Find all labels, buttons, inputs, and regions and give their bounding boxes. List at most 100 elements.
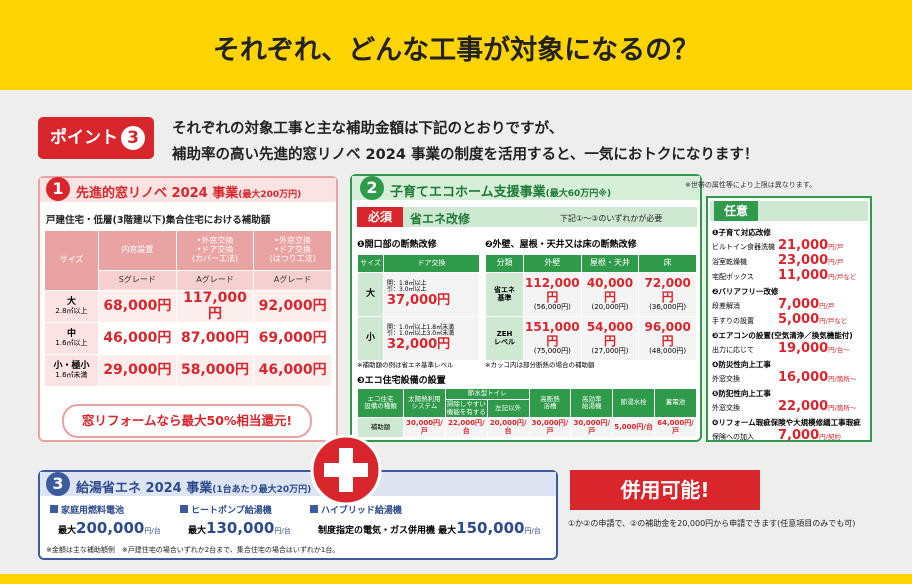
col-header: 蓄電池: [654, 388, 697, 418]
item-amount: 130,000: [206, 519, 275, 537]
section1-title: 先進的窓リノベ 2024 事業(最大200万円): [76, 182, 301, 201]
amount: 5,000円/台: [612, 417, 656, 438]
item-amount: 23,000: [778, 253, 829, 268]
item-amount: 11,000: [778, 268, 829, 283]
size-range: 2.8㎡以上: [55, 306, 88, 315]
amount: 151,000円: [525, 320, 580, 348]
amount: 92,000円: [253, 290, 332, 323]
note: ※カッコ内は部分断熱の場合の補助額: [485, 361, 595, 369]
section1-table: サイズ 内窓設置 •外窓交換 •ドア交換 (カバー工法) •外窓交換 •ドア交換 (は…: [44, 230, 332, 387]
amount: 30,000円/戸: [403, 417, 446, 438]
col-header: 床: [638, 254, 697, 273]
required-badge: 必須: [357, 207, 403, 227]
size-range: 1.6㎡以上: [55, 338, 88, 347]
item-unit: 円/戸など: [819, 317, 848, 325]
subsection-title: ❶開口部の断熱改修: [357, 240, 437, 250]
item-name: 浴室乾燥機: [712, 258, 747, 266]
section2-title: 子育てエコホーム支援事業(最大60万円※): [390, 181, 611, 200]
section1-subtitle: 戸建住宅・低層(3階建以下)集合住宅における補助額: [46, 215, 271, 226]
item-unit: 円/台: [274, 527, 291, 535]
title-max: (最大200万円): [238, 190, 302, 200]
amount: 64,000円/戸: [654, 417, 697, 438]
item-amount: 21,000: [778, 238, 829, 253]
item-name: ビルトイン食器洗機: [712, 243, 775, 251]
item-amount-row: 制度指定の電気・ガス併用機 最大150,000円/台: [318, 518, 541, 537]
badge-text: ポイント: [50, 128, 118, 148]
class: 省エネ 基準: [485, 272, 524, 317]
data-row: 小・極小 1.6㎡未満 29,000円 58,000円 46,000円: [44, 354, 332, 387]
partial-amount: (56,000円): [533, 302, 571, 311]
item-unit: 円/戸: [828, 243, 844, 251]
header-row: エコ住宅 設備の種類 太陽熱利用 システム 節水型トイレ 高断熱 浴槽 高効率 給湯機節…: [357, 388, 697, 418]
amount-row: 補助額 30,000円/戸 22,000円/台 20,000円/台 30,000円/戸 3…: [357, 417, 697, 438]
amount: 20,000円/台: [486, 417, 530, 438]
col-header: 外壁: [523, 254, 582, 273]
item-unit: 円/戸: [819, 302, 835, 310]
item-name: 宅配ボックス: [712, 273, 754, 281]
intro-line: それぞれの対象工事と主な補助金額は下記のとおりですが、: [172, 121, 564, 137]
item-name: 出力に応じて: [712, 346, 754, 354]
header-row: サイズ ドア交換: [357, 254, 480, 273]
section2-header: [352, 176, 700, 200]
item-name: 保険への加入: [712, 433, 754, 441]
item-unit: 円/台: [524, 527, 541, 535]
combo-label: 併用可能!: [570, 470, 760, 510]
amount: 68,000円: [98, 290, 177, 323]
optional-item: 段差解消 7,000 円/戸: [712, 297, 870, 312]
item-marker: [50, 505, 58, 513]
point-badge: ポイント 3: [38, 117, 154, 159]
amount: 40,000円: [586, 276, 634, 304]
item-name-text: ハイブリッド給湯機: [321, 506, 402, 516]
col-header: •外窓交換 •ドア交換 (カバー工法): [175, 230, 255, 271]
cell: 開：1.0㎡以上1.8㎡未満 引：1.0㎡以上3.0㎡未満 32,000円: [383, 316, 480, 361]
amount: 30,000円/戸: [528, 417, 572, 438]
section3-title: 給湯省エネ 2024 事業(1台あたり最大20万円): [76, 477, 311, 496]
note: ※補助額の例は省エネ基準レベル: [357, 361, 454, 369]
size-cell: 小・極小 1.6㎡未満: [44, 354, 99, 387]
size: 小・極小: [53, 360, 90, 371]
amount-header: 補助額: [357, 417, 404, 438]
section3-number: 3: [46, 472, 70, 496]
col-header: 節湯水栓: [612, 388, 656, 418]
partial-amount: (27,000円): [591, 346, 629, 355]
item-unit: 円/契約: [819, 433, 841, 441]
data-row: 小開：1.0㎡以上1.8㎡未満 引：1.0㎡以上3.0㎡未満 32,000円: [357, 316, 480, 361]
section1-number: 1: [46, 177, 70, 201]
group-heading: ❶子育て対応改修: [712, 228, 771, 237]
item-name: 段差解消: [712, 302, 740, 310]
grade: Aグレード: [253, 270, 332, 291]
title-text: 子育てエコホーム支援事業: [390, 185, 546, 200]
cell: 72,000円 (36,000円): [638, 272, 697, 317]
equipment-table: エコ住宅 設備の種類 太陽熱利用 システム 節水型トイレ 高断熱 浴槽 高効率 給湯機節…: [357, 388, 697, 438]
cell: 開：1.8㎡以上 引：3.0㎡以上 37,000円: [383, 272, 480, 317]
optional-item: 保険への加入 7,000 円/契約: [712, 428, 870, 443]
item-unit: 円/戸など: [828, 273, 857, 281]
badge-number: 3: [121, 126, 145, 150]
cell: 96,000円 (48,000円): [638, 316, 697, 361]
optional-item: 手すりの設置 5,000 円/戸など: [712, 312, 870, 327]
item-amount-row: 最大200,000円/台: [58, 518, 161, 537]
data-row: ZEH レベル 151,000円 (75,000円) 54,000円 (27,000円)…: [485, 316, 697, 361]
section3-note: ※金額は主な補助額例 ※戸建住宅の場合いずれか2台まで、集合住宅の場合はいずれか…: [46, 546, 340, 554]
title-text: 先進的窓リノベ 2024 事業: [76, 186, 239, 201]
subsection-title: ❷外壁、屋根・天井又は床の断熱改修: [485, 240, 637, 250]
item-amount: 19,000: [778, 341, 829, 356]
item-amount: 22,000: [778, 399, 829, 414]
toilet-header: 節水型トイレ: [444, 388, 530, 400]
amount: 46,000円: [98, 322, 177, 355]
grade: Aグレード: [175, 270, 255, 291]
opening-table: サイズ ドア交換 大開：1.8㎡以上 引：3.0㎡以上 37,000円小開：1.0㎡…: [357, 254, 480, 361]
amount: 87,000円: [175, 322, 255, 355]
header-row: 分類 外壁 屋根・天井床: [485, 254, 697, 273]
title-max: (1台あたり最大20万円): [212, 485, 312, 495]
size-range: 1.6㎡未満: [55, 370, 88, 379]
item-name: 手すりの設置: [712, 317, 754, 325]
grade-row: Sグレード Aグレード Aグレード: [44, 270, 332, 291]
amount: 117,000円: [175, 290, 255, 323]
col-header: ドア交換: [383, 254, 480, 273]
col-header: •外窓交換 •ドア交換 (はつり工法): [253, 230, 332, 271]
item-amount: 200,000: [76, 519, 145, 537]
size: 大: [357, 272, 384, 317]
optional-item: 外窓交換 22,000 円/箇所～: [712, 399, 870, 414]
item-amount-row: 最大130,000円/台: [188, 518, 291, 537]
